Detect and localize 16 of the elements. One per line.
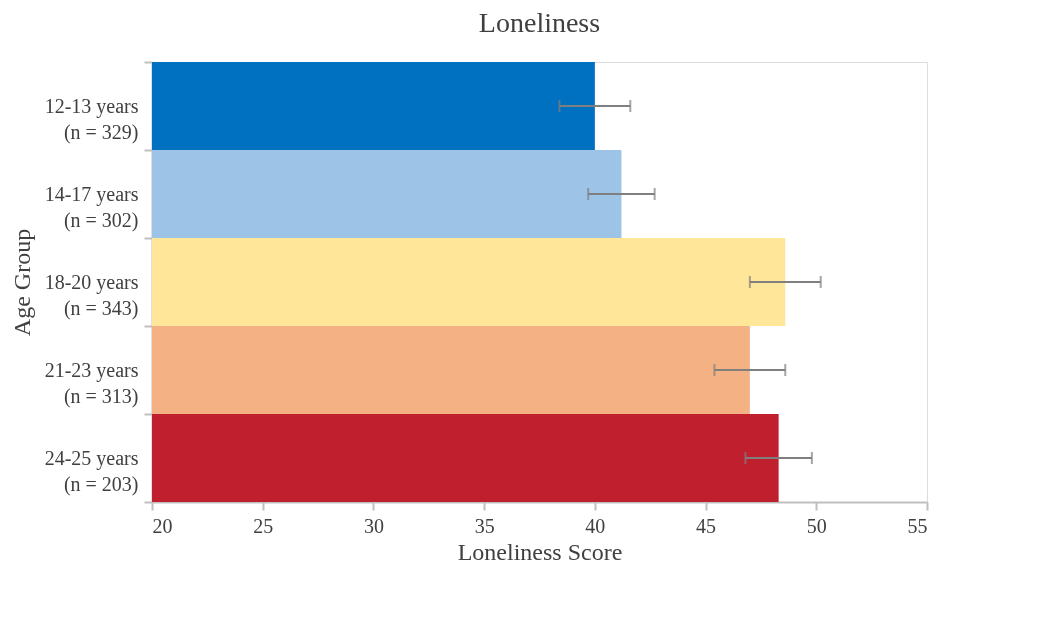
y-axis-title: Age Group bbox=[8, 228, 35, 337]
x-tick-label: 55 bbox=[907, 514, 928, 537]
y-tick-label: 18-20 years (n = 343) bbox=[44, 270, 139, 320]
x-tick-label: 50 bbox=[806, 514, 827, 537]
x-tick-label: 40 bbox=[585, 514, 606, 537]
x-axis-title: Loneliness Score bbox=[457, 538, 623, 565]
x-tick-label: 45 bbox=[696, 514, 717, 537]
chart-title: Loneliness bbox=[478, 7, 601, 38]
x-tick-label: 20 bbox=[152, 514, 173, 537]
x-tick-label: 30 bbox=[363, 514, 384, 537]
x-tick-label: 25 bbox=[253, 514, 274, 537]
x-tick-label: 35 bbox=[474, 514, 495, 537]
y-tick-label: 21-23 years (n = 313) bbox=[44, 358, 139, 408]
y-tick-label: 14-17 years (n = 302) bbox=[44, 182, 139, 232]
y-tick-label: 24-25 years (n = 203) bbox=[44, 446, 139, 496]
y-tick-label: 12-13 years (n = 329) bbox=[44, 94, 139, 144]
